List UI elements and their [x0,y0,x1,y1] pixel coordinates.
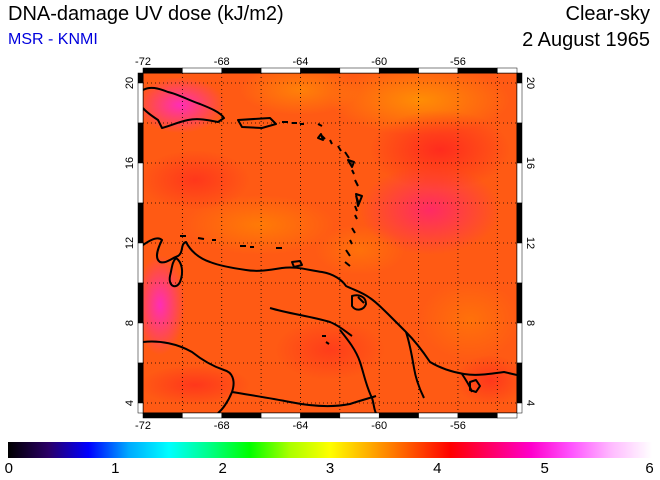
graticule [143,73,517,413]
sky-condition-label: Clear-sky [565,3,650,25]
left-border-segment [137,322,144,364]
colorbar-tick-label: 0 [4,460,14,477]
left-border-segment [137,242,144,284]
bottom-border-segment [182,412,222,419]
source-label: MSR - KNMI [8,31,98,48]
right-border-segment [516,402,523,414]
lon-tick-label-top: -64 [293,56,309,68]
lon-tick-label-top: -72 [135,56,151,68]
left-border-segment [137,162,144,204]
date-label: 2 August 1965 [522,29,650,51]
colorbar-tick-label: 1 [111,460,120,477]
bottom-border-segment [457,412,498,419]
bottom-border-segment [497,412,518,419]
right-border-segment [516,122,523,164]
colorbar-tick-label: 6 [645,460,654,477]
colorbar-tick-label: 5 [540,460,549,477]
bottom-border-segment [260,412,301,419]
dose-field [143,73,517,413]
colorbar-tick-label: 3 [325,460,335,477]
top-border-segment [300,67,341,74]
lat-tick-label-right: 4 [524,400,536,406]
bottom-border-segment [221,412,262,419]
left-border-segment [137,72,144,84]
lon-tick-label-bottom: -60 [371,420,387,432]
left-border-segment [137,362,144,404]
top-border-segment [497,67,518,74]
coastlines [143,86,517,413]
lon-tick-label-bottom: -64 [293,420,309,432]
lon-tick-label-bottom: -72 [135,420,151,432]
axis-tick-labels: -72 -72 -68 -68 -64 -64 -60 -60 -56 -56 4 4 8 8 12 12 16… [124,56,536,432]
top-border-segment [457,67,498,74]
lon-tick-label-top: -56 [450,56,466,68]
lat-tick-label-right: 8 [524,320,536,326]
bottom-border-segment [142,412,183,419]
top-border-segment [378,67,419,74]
colorbar-tick-label: 2 [218,460,227,477]
top-border-segment [221,67,262,74]
lat-tick-label-left: 16 [124,157,136,169]
lat-tick-label-left: 12 [124,237,136,249]
right-border-segment [516,202,523,244]
right-border-segment [516,82,523,124]
top-border-segment [418,67,459,74]
bottom-border-segment [339,412,380,419]
lon-tick-label-top: -68 [214,56,230,68]
colorbar-tick-label: 4 [433,460,442,477]
left-border-segment [137,282,144,324]
map-title: DNA-damage UV dose (kJ/m2) [8,3,284,25]
top-border-segment [339,67,380,74]
right-border-segment [516,162,523,204]
right-border-segment [516,282,523,324]
left-border-segment [137,402,144,414]
left-border-segment [137,82,144,124]
lat-tick-label-left: 8 [124,320,136,326]
colorbar [8,442,652,458]
right-border-segment [516,362,523,404]
top-border-segment [142,67,183,74]
lat-tick-label-left: 4 [124,400,136,406]
bottom-border-segment [300,412,341,419]
right-border-segment [516,322,523,364]
top-border-segment [182,67,222,74]
top-border-segment [260,67,301,74]
lon-tick-label-bottom: -56 [450,420,466,432]
bottom-border-segment [378,412,419,419]
lat-tick-label-left: 20 [124,77,136,89]
map-border-bars [137,67,523,419]
lat-tick-label-right: 12 [524,237,536,249]
lat-tick-label-right: 16 [524,157,536,169]
lat-tick-label-right: 20 [524,77,536,89]
right-border-segment [516,72,523,84]
lon-tick-label-top: -60 [371,56,387,68]
left-border-segment [137,202,144,244]
lon-tick-label-bottom: -68 [214,420,230,432]
bottom-border-segment [418,412,459,419]
left-border-segment [137,122,144,164]
right-border-segment [516,242,523,284]
